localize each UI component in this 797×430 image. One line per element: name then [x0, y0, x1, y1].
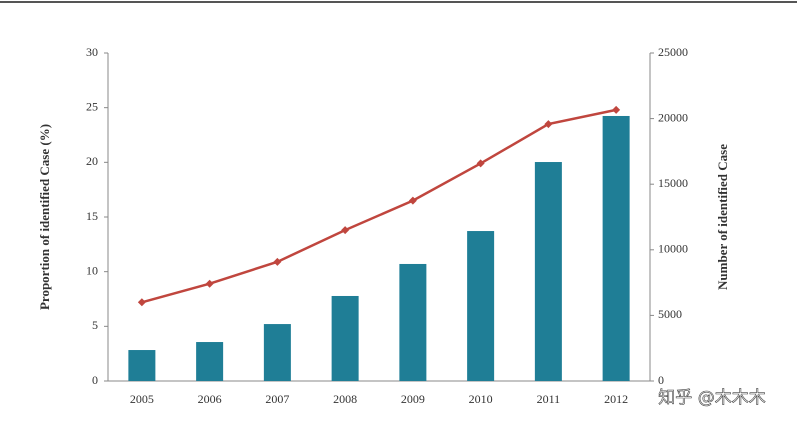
line-marker: [273, 257, 282, 266]
bar: [331, 295, 359, 381]
line-marker: [341, 226, 350, 235]
line-marker: [137, 298, 146, 307]
line-marker: [612, 105, 621, 114]
y-tick-label: 30: [86, 45, 98, 59]
y2-tick-label: 20000: [658, 110, 688, 124]
y-tick-label: 25: [86, 99, 98, 113]
bar: [399, 263, 427, 381]
y2-tick-label: 10000: [658, 242, 688, 256]
y-tick-label: 10: [86, 263, 98, 277]
line: [141, 108, 617, 304]
y-tick-label: 5: [92, 318, 98, 332]
x-tick-label: 2008: [333, 392, 357, 406]
x-tick-label: 2010: [469, 392, 493, 406]
x-tick-label: 2012: [604, 392, 628, 406]
line-marker: [408, 196, 417, 205]
bar: [534, 162, 562, 381]
y2-axis-title: Number of identified Case: [715, 144, 730, 290]
y2-tick-label: 15000: [658, 176, 688, 190]
x-tick-label: 2006: [198, 392, 222, 406]
y2-tick-label: 5000: [658, 307, 682, 321]
x-tick-label: 2009: [401, 392, 425, 406]
y2-tick-label: 25000: [658, 45, 688, 59]
bar: [467, 231, 495, 381]
bar: [128, 350, 156, 381]
bar: [263, 324, 291, 381]
line-marker: [544, 120, 553, 129]
y-axis-title: Proportion of identified Case (%): [37, 124, 52, 310]
line-marker: [476, 159, 485, 168]
x-tick-label: 2005: [130, 392, 154, 406]
watermark: 知乎 @木木木: [658, 388, 765, 408]
line-marker: [205, 279, 214, 288]
y-tick-label: 20: [86, 154, 98, 168]
x-tick-label: 2007: [265, 392, 289, 406]
y-tick-label: 15: [86, 209, 98, 223]
y2-tick-label: 0: [658, 373, 664, 387]
bar: [196, 342, 224, 381]
bar: [602, 115, 630, 381]
y-tick-label: 0: [92, 373, 98, 387]
x-tick-label: 2011: [537, 392, 561, 406]
